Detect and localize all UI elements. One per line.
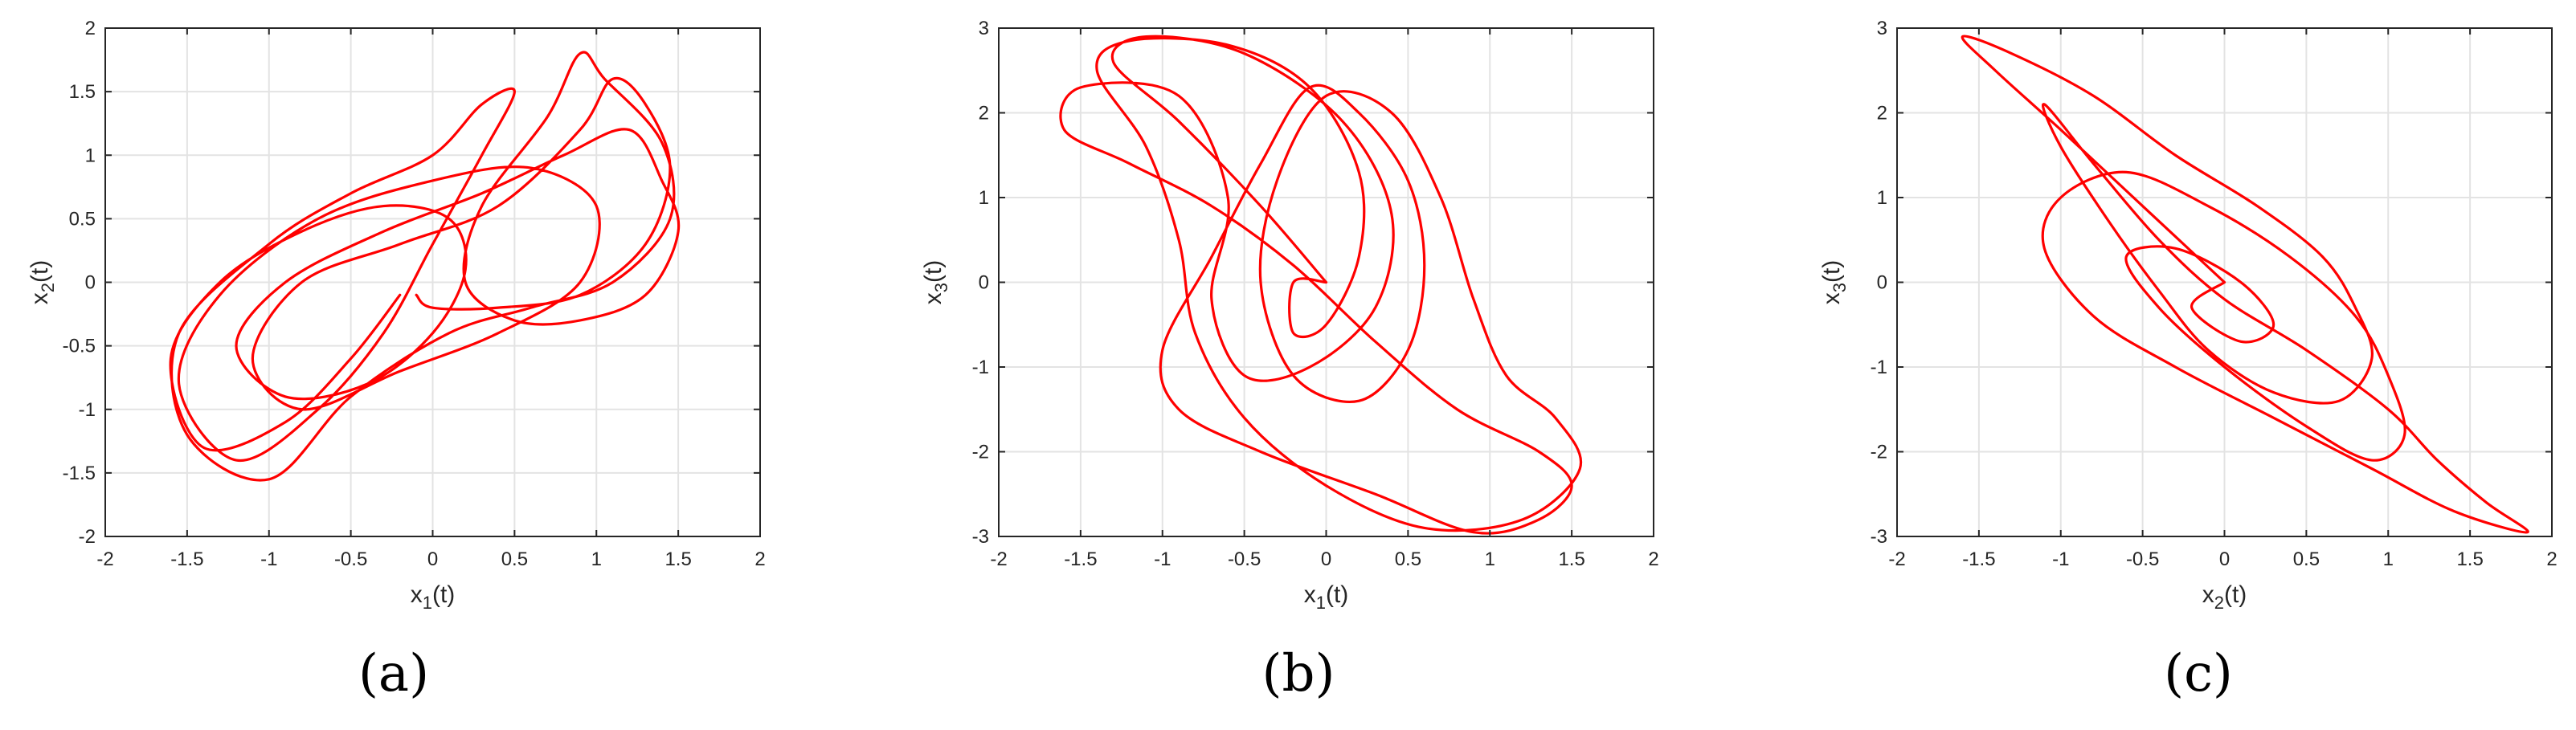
x-tick-label: 0 (2219, 549, 2230, 570)
x-tick-label: 1 (1485, 549, 1495, 570)
x-tick-label: -0.5 (334, 549, 367, 570)
y-tick-label: 2 (979, 103, 989, 124)
series-trajectory (169, 51, 681, 482)
y-tick-label: -1 (79, 399, 96, 421)
panel-b: -2 -1.5 -1 -0.5 0 0.5 1 1.5 2-3-2-10123x1(t)x3(t… (920, 18, 1659, 703)
x-tick-label: -1 (1154, 549, 1171, 570)
x-tick-label: 1.5 (1558, 549, 1584, 570)
y-axis-label: x3(t) (920, 260, 951, 305)
y-tick-label: 2 (85, 18, 96, 39)
x-tick-label: -1.5 (170, 549, 203, 570)
y-tick-label: 3 (1877, 18, 1887, 39)
y-tick-label: 0 (85, 272, 96, 294)
y-tick-label: 0.5 (69, 208, 96, 230)
panel-c: -2 -1.5 -1 -0.5 0 0.5 1 1.5 2-3-2-10123x2(t)x3(t… (1818, 18, 2558, 703)
x-tick-label: -1.5 (1064, 549, 1097, 570)
y-tick-label: -2 (972, 442, 989, 463)
y-axis-label: x3(t) (1818, 260, 1850, 305)
x-tick-label: 1.5 (664, 549, 691, 570)
x-tick-label: -1 (2052, 549, 2069, 570)
x-tick-label: 2 (1648, 549, 1658, 570)
y-tick-label: 2 (1877, 103, 1887, 124)
x-tick-label: -1 (260, 549, 277, 570)
x-tick-label: 0 (427, 549, 438, 570)
y-tick-label: 1 (1877, 187, 1887, 209)
y-tick-label: -1.5 (63, 463, 96, 484)
series-trajectory (1059, 35, 1583, 535)
y-tick-label: -1 (1871, 357, 1887, 378)
panel-caption: (a) (358, 644, 429, 703)
y-axis-label: x2(t) (27, 260, 58, 305)
y-tick-label: -1 (972, 357, 989, 378)
x-axis-label: x2(t) (2202, 581, 2247, 613)
y-tick-label: -3 (1871, 526, 1887, 548)
y-tick-label: -3 (972, 526, 989, 548)
x-tick-label: -0.5 (1228, 549, 1261, 570)
x-tick-label: 1 (2383, 549, 2394, 570)
y-tick-label: 1 (85, 145, 96, 166)
x-tick-label: 0.5 (2293, 549, 2320, 570)
x-tick-label: 1 (591, 549, 602, 570)
x-axis-label: x1(t) (1304, 581, 1349, 613)
y-tick-label: 1 (979, 187, 989, 209)
series-trajectory (1961, 35, 2529, 534)
y-tick-label: -0.5 (63, 336, 96, 357)
x-tick-label: -2 (96, 549, 113, 570)
x-tick-label: -2 (990, 549, 1007, 570)
x-tick-label: 0.5 (1395, 549, 1421, 570)
y-tick-label: 0 (979, 272, 989, 294)
panel-caption: (c) (2164, 644, 2233, 703)
x-tick-label: 1.5 (2456, 549, 2483, 570)
x-tick-label: -1.5 (1962, 549, 1995, 570)
x-tick-label: 2 (754, 549, 765, 570)
x-tick-label: 0.5 (501, 549, 528, 570)
y-tick-label: 0 (1877, 272, 1887, 294)
x-tick-label: 0 (1321, 549, 1331, 570)
x-axis-label: x1(t) (411, 581, 456, 613)
x-tick-label: -2 (1888, 549, 1905, 570)
y-tick-label: 3 (979, 18, 989, 39)
x-tick-label: 2 (2546, 549, 2557, 570)
y-tick-label: -2 (1871, 442, 1887, 463)
panel-caption: (b) (1262, 644, 1335, 703)
panel-a: -2 -1.5 -1 -0.5 0 0.5 1 1.5 2 -2 -1.5 -1 -0.5 0 0.5 1 1.… (27, 18, 766, 703)
y-tick-label: -2 (79, 526, 96, 548)
x-tick-label: -0.5 (2126, 549, 2159, 570)
y-tick-label: 1.5 (69, 81, 96, 103)
